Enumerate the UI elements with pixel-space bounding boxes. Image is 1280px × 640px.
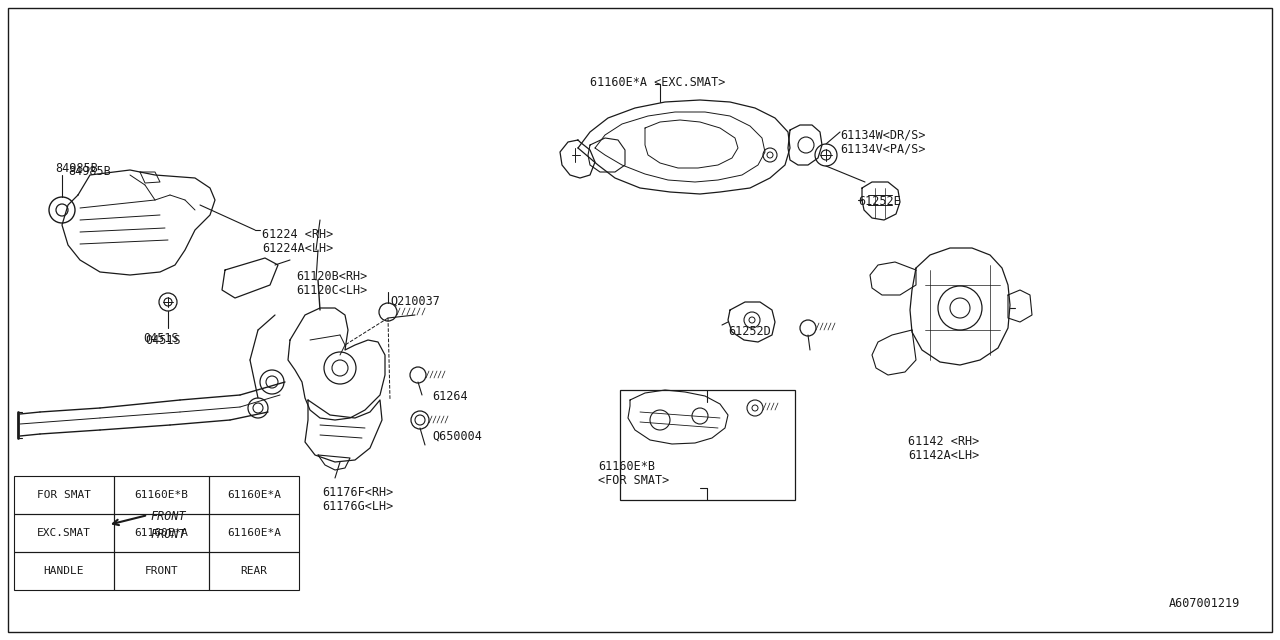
Text: 84985B: 84985B [55, 162, 97, 175]
Text: A607001219: A607001219 [1169, 597, 1240, 610]
Text: 61160E*A <EXC.SMAT>: 61160E*A <EXC.SMAT> [590, 76, 726, 89]
Bar [114, 552, 209, 590]
Bar [114, 476, 209, 514]
Circle shape [767, 152, 773, 158]
Bar [209, 476, 300, 514]
Text: 61160E*A: 61160E*A [227, 490, 282, 500]
Text: 61252E: 61252E [858, 195, 901, 208]
Text: 61176F<RH>: 61176F<RH> [323, 486, 393, 499]
Text: FRONT: FRONT [145, 566, 178, 576]
Text: FRONT: FRONT [150, 528, 186, 541]
Text: 61160E*B: 61160E*B [598, 460, 655, 473]
Bar [14, 514, 114, 552]
Bar [14, 552, 114, 590]
Text: Q210037: Q210037 [390, 295, 440, 308]
Text: 61176G<LH>: 61176G<LH> [323, 500, 393, 513]
Bar [114, 514, 209, 552]
Text: 61252D: 61252D [728, 325, 771, 338]
Text: HANDLE: HANDLE [44, 566, 84, 576]
Text: 61134V<PA/S>: 61134V<PA/S> [840, 142, 925, 155]
Text: 61142 <RH>: 61142 <RH> [908, 435, 979, 448]
Text: 0451S: 0451S [145, 334, 180, 347]
Text: 61120C<LH>: 61120C<LH> [296, 284, 367, 297]
Text: FRONT: FRONT [150, 510, 186, 523]
Text: <FOR SMAT>: <FOR SMAT> [598, 474, 669, 487]
Text: REAR: REAR [241, 566, 268, 576]
Text: 61120B<RH>: 61120B<RH> [296, 270, 367, 283]
Text: FOR SMAT: FOR SMAT [37, 490, 91, 500]
Text: 0451S: 0451S [143, 332, 179, 345]
Text: 61224 <RH>: 61224 <RH> [262, 228, 333, 241]
Text: 61160E*A: 61160E*A [134, 528, 188, 538]
Text: 84985B: 84985B [68, 165, 111, 178]
Text: Q650004: Q650004 [433, 430, 481, 443]
Text: 61142A<LH>: 61142A<LH> [908, 449, 979, 462]
Text: 61160E*B: 61160E*B [134, 490, 188, 500]
Text: 61264: 61264 [433, 390, 467, 403]
Text: 61134W<DR/S>: 61134W<DR/S> [840, 128, 925, 141]
Bar [209, 514, 300, 552]
Bar [620, 390, 795, 500]
Text: 61160E*A: 61160E*A [227, 528, 282, 538]
Text: EXC.SMAT: EXC.SMAT [37, 528, 91, 538]
Bar [209, 552, 300, 590]
Bar [14, 476, 114, 514]
Text: 61224A<LH>: 61224A<LH> [262, 242, 333, 255]
